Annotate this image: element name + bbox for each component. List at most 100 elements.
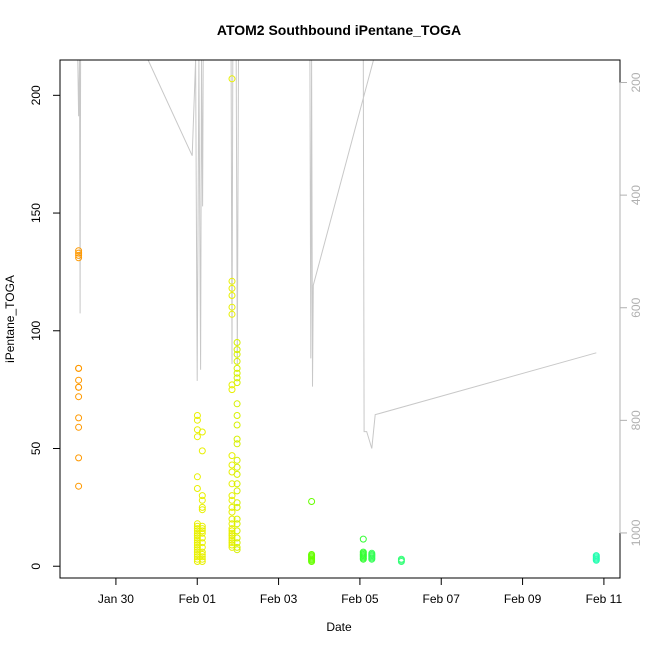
data-point [228,452,236,460]
data-point [198,527,206,535]
data-point [198,543,206,551]
data-point [233,379,241,387]
data-point [198,529,206,537]
data-point [233,364,241,372]
data-point [308,558,316,565]
data-point [198,492,206,500]
data-point [233,527,241,535]
data-point [368,555,376,563]
data-point [233,487,241,495]
data-point [198,548,206,556]
data-point [75,423,83,431]
data-point [228,480,236,488]
data-point [193,543,201,551]
data-point [198,534,206,542]
data-point [75,364,83,372]
data-point [228,310,236,318]
x-tick-label: Feb 03 [260,592,298,606]
data-point [75,482,83,490]
axes-layer: Jan 30 Feb 01 Feb 03 Feb 05 Feb 07 Feb 09 Feb … [29,72,643,606]
data-point [228,539,236,547]
data-point [198,522,206,530]
data-point [193,485,201,492]
data-point [193,433,201,441]
data-point [228,386,236,394]
data-point [233,421,241,429]
data-point [75,414,83,422]
altitude-track-line [77,60,597,449]
data-point [193,539,201,547]
altitude-track-layer [77,60,597,449]
data-point [198,551,206,558]
data-point [198,447,206,455]
data-point [228,527,236,535]
data-point [228,515,236,523]
data-point [359,535,367,543]
data-point [193,473,201,481]
data-point [228,503,236,511]
data-point [592,556,600,564]
data-point [75,247,83,255]
data-point [198,558,206,565]
data-point [233,539,241,547]
data-point [198,539,206,547]
data-point [75,251,83,259]
data-point [359,555,367,563]
data-point [198,503,206,511]
data-point [233,435,241,443]
x-tick-label: Feb 01 [179,592,217,606]
chart-title: ATOM2 Southbound iPentane_TOGA [217,22,461,38]
data-point [233,470,241,478]
y-tick-label: 50 [29,442,43,456]
points-layer [75,75,600,565]
data-point [75,249,83,257]
data-point [198,428,206,436]
data-point [397,558,405,565]
data-point [228,534,236,542]
data-point [228,277,236,285]
data-point [228,303,236,311]
data-point [233,456,241,464]
data-point [233,503,241,511]
data-point [233,339,241,346]
data-point [75,376,83,384]
data-point [228,492,236,500]
data-point [233,543,241,551]
data-point [233,534,241,542]
x-tick-label: Feb 09 [504,592,542,606]
data-point [233,463,241,471]
y-tick-label: 150 [29,203,43,223]
data-point [233,546,241,554]
data-point [233,515,241,523]
data-point [233,369,241,377]
data-point [228,292,236,299]
data-point [75,383,83,391]
data-point [233,412,241,419]
data-point [233,400,241,408]
data-point [228,508,236,516]
data-point [233,357,241,365]
x-axis-label: Date [326,620,352,634]
data-point [228,284,236,292]
data-point [75,454,83,462]
data-point [228,75,236,83]
data-point [233,374,241,382]
x-tick-label: Feb 05 [341,592,379,606]
right-tick-label: 400 [629,185,643,205]
y-tick-label: 100 [29,320,43,340]
right-tick-label: 1000 [629,519,643,546]
right-tick-label: 200 [629,72,643,92]
data-point [193,534,201,542]
x-tick-label: Feb 11 [586,592,623,606]
data-point [75,393,83,401]
y-axis-label: iPentane_TOGA [3,275,17,363]
data-point [233,346,241,354]
data-point [233,350,241,358]
data-point [233,520,241,528]
data-point [198,525,206,533]
data-point [198,555,206,563]
y-tick-label: 200 [29,85,43,105]
y-tick-label: 0 [29,563,43,570]
x-tick-label: Jan 30 [98,592,134,606]
